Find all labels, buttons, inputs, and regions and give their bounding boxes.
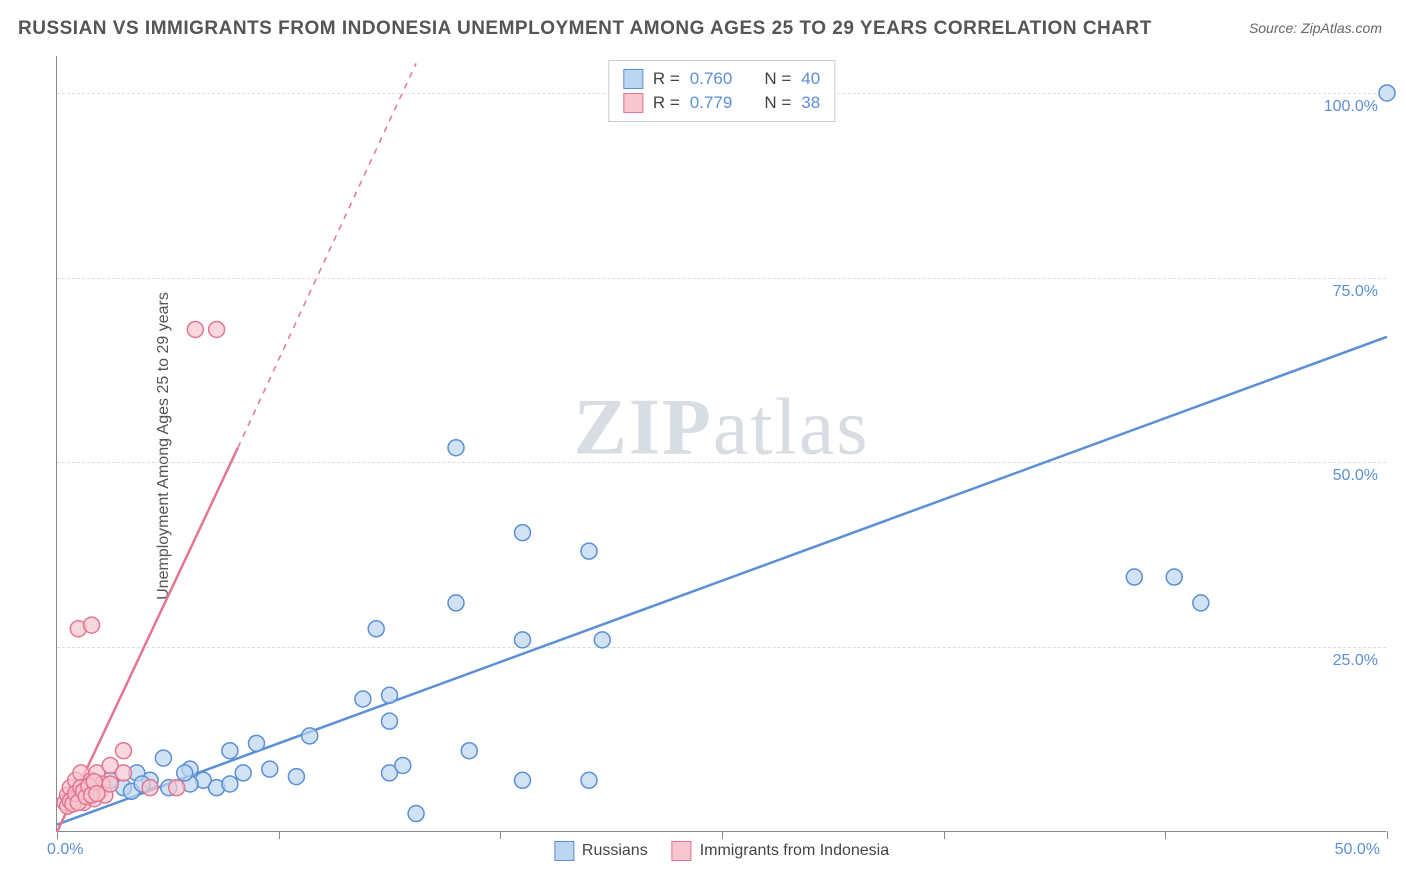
plot-area: ZIPatlas 25.0%50.0%75.0%100.0% 0.0% 50.0… (56, 56, 1386, 832)
n-value: 38 (801, 93, 820, 113)
data-point (235, 765, 251, 781)
data-point (1193, 595, 1209, 611)
stats-row: R = 0.779 N = 38 (623, 91, 820, 115)
data-point (515, 525, 531, 541)
r-label: R = (653, 69, 680, 89)
data-point (581, 772, 597, 788)
data-point (155, 750, 171, 766)
data-point (382, 687, 398, 703)
data-point (288, 769, 304, 785)
data-point (448, 595, 464, 611)
legend: Russians Immigrants from Indonesia (554, 841, 889, 861)
data-point (222, 776, 238, 792)
data-point (187, 321, 203, 337)
legend-swatch (554, 841, 574, 861)
r-value: 0.760 (690, 69, 733, 89)
x-axis-max-label: 50.0% (1335, 841, 1380, 859)
data-point (515, 772, 531, 788)
legend-swatch (672, 841, 692, 861)
data-point (169, 780, 185, 796)
data-point (177, 765, 193, 781)
data-point (1126, 569, 1142, 585)
data-point (594, 632, 610, 648)
data-point (515, 632, 531, 648)
data-point (368, 621, 384, 637)
stats-row: R = 0.760 N = 40 (623, 67, 820, 91)
data-point (262, 761, 278, 777)
x-tick (1165, 831, 1166, 839)
x-tick (944, 831, 945, 839)
x-tick (722, 831, 723, 839)
data-point (355, 691, 371, 707)
scatter-svg (57, 56, 1386, 831)
regression-line-dashed (238, 63, 416, 447)
chart-title: RUSSIAN VS IMMIGRANTS FROM INDONESIA UNE… (18, 18, 1152, 40)
data-point (302, 728, 318, 744)
r-label: R = (653, 93, 680, 113)
data-point (408, 806, 424, 822)
n-value: 40 (801, 69, 820, 89)
x-tick (1387, 831, 1388, 839)
stats-box: R = 0.760 N = 40 R = 0.779 N = 38 (608, 60, 835, 122)
data-point (116, 743, 132, 759)
n-label: N = (764, 69, 791, 89)
data-point (142, 780, 158, 796)
data-point (89, 786, 105, 802)
legend-swatch (623, 69, 643, 89)
x-tick (279, 831, 280, 839)
r-value: 0.779 (690, 93, 733, 113)
n-label: N = (764, 93, 791, 113)
data-point (1379, 85, 1395, 101)
legend-label: Russians (582, 842, 648, 860)
x-tick (500, 831, 501, 839)
source-attribution: Source: ZipAtlas.com (1249, 20, 1382, 36)
data-point (84, 617, 100, 633)
legend-swatch (623, 93, 643, 113)
legend-label: Immigrants from Indonesia (700, 842, 889, 860)
data-point (249, 735, 265, 751)
legend-item: Russians (554, 841, 648, 861)
data-point (395, 757, 411, 773)
data-point (209, 321, 225, 337)
data-point (382, 713, 398, 729)
data-point (116, 765, 132, 781)
data-point (222, 743, 238, 759)
data-point (448, 440, 464, 456)
x-axis-min-label: 0.0% (47, 841, 83, 859)
legend-item: Immigrants from Indonesia (672, 841, 889, 861)
data-point (581, 543, 597, 559)
data-point (461, 743, 477, 759)
data-point (1166, 569, 1182, 585)
